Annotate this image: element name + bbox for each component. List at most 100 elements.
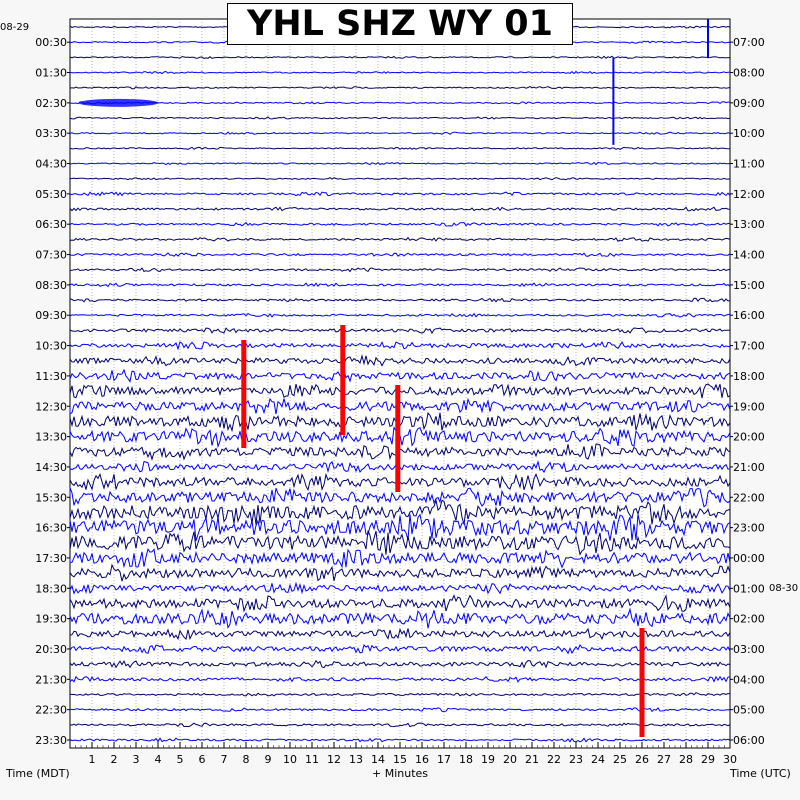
left-time-label: 20:30 [35, 643, 67, 656]
x-tick-label: 20 [503, 753, 517, 766]
left-time-label: 13:30 [35, 431, 67, 444]
trace-line [69, 353, 731, 367]
trace-line [69, 692, 731, 697]
trace-line [69, 530, 731, 556]
date-left: 08-29 [0, 22, 29, 33]
right-time-label: 21:00 [733, 461, 765, 474]
left-time-label: 06:30 [35, 218, 67, 231]
right-time-label: 15:00 [733, 279, 765, 292]
left-time-label: 05:30 [35, 188, 67, 201]
trace-line [69, 707, 731, 713]
x-tick-label: 18 [459, 753, 473, 766]
x-tick-label: 12 [327, 753, 341, 766]
left-time-label: 17:30 [35, 552, 67, 565]
trace-line [69, 513, 731, 541]
trace-line [69, 70, 730, 75]
left-time-label: 08:30 [35, 279, 67, 292]
right-time-label: 22:00 [733, 491, 765, 504]
left-time-label: 09:30 [35, 309, 67, 322]
trace-line [69, 236, 731, 242]
trace-line [69, 327, 731, 335]
trace-line [69, 644, 731, 655]
trace-line [69, 548, 731, 569]
x-tick-label: 14 [371, 753, 385, 766]
x-tick-label: 22 [547, 753, 561, 766]
x-tick-label: 21 [525, 753, 539, 766]
trace-line [69, 498, 731, 525]
right-time-label: 09:00 [733, 97, 765, 110]
right-time-label: 07:00 [733, 36, 765, 49]
trace-line [69, 221, 731, 227]
left-time-label: 18:30 [35, 582, 67, 595]
trace-line [69, 737, 731, 743]
x-tick-label: 26 [635, 753, 649, 766]
right-time-label: 13:00 [733, 218, 765, 231]
trace-line [69, 55, 731, 59]
x-tick-label: 9 [265, 753, 272, 766]
right-time-label: 02:00 [733, 613, 765, 626]
x-tick-label: 15 [393, 753, 407, 766]
left-time-label: 15:30 [35, 491, 67, 504]
station-title: YHL SHZ WY 01 [227, 3, 573, 45]
x-tick-label: 3 [133, 753, 140, 766]
trace-line [69, 267, 731, 273]
trace-line [69, 282, 731, 288]
right-time-label: 17:00 [733, 340, 765, 353]
trace-line [69, 177, 731, 181]
x-tick-label: 7 [221, 753, 228, 766]
trace-line [69, 675, 731, 684]
right-axis-label: Time (UTC) [729, 767, 791, 780]
right-time-label: 20:00 [733, 431, 765, 444]
left-time-label: 12:30 [35, 400, 67, 413]
left-time-label: 11:30 [35, 370, 67, 383]
left-time-label: 23:30 [35, 734, 67, 747]
trace-line [69, 563, 731, 582]
event-burst [78, 98, 159, 107]
x-tick-label: 6 [199, 753, 206, 766]
trace-line [69, 86, 731, 90]
right-time-label: 03:00 [733, 643, 765, 656]
trace-line [69, 131, 731, 135]
trace-line [69, 487, 731, 508]
trace-line [69, 101, 730, 105]
trace-line [69, 312, 731, 318]
left-time-label: 21:30 [35, 673, 67, 686]
right-time-label: 00:00 [733, 552, 765, 565]
x-tick-label: 25 [613, 753, 627, 766]
right-time-label: 11:00 [733, 158, 765, 171]
left-time-label: 02:30 [35, 97, 67, 110]
trace-line [69, 252, 731, 257]
right-time-label: 04:00 [733, 673, 765, 686]
trace-line [69, 191, 731, 197]
x-tick-label: 4 [155, 753, 162, 766]
right-time-label: 18:00 [733, 370, 765, 383]
left-axis-label: Time (MDT) [5, 767, 70, 780]
x-tick-label: 19 [481, 753, 495, 766]
x-tick-label: 13 [349, 753, 363, 766]
axes: 1 2 3 4 5 6 7 8 9 10 11 12 13 14 15 16 17 18 19 20 21 22 23 24 2… [35, 36, 764, 766]
trace-line [69, 659, 731, 669]
left-time-label: 01:30 [35, 67, 67, 80]
trace-line [69, 581, 731, 595]
left-time-label: 16:30 [35, 522, 67, 535]
right-time-label: 16:00 [733, 309, 765, 322]
trace-line [69, 594, 731, 613]
trace-line [69, 206, 731, 212]
trace-line [69, 116, 731, 120]
right-time-label: 23:00 [733, 522, 765, 535]
right-time-label: 14:00 [733, 249, 765, 262]
left-time-label: 03:30 [35, 127, 67, 140]
date-right: 08-30 [769, 583, 798, 594]
x-tick-label: 23 [569, 753, 583, 766]
x-tick-label: 30 [723, 753, 737, 766]
trace-line [69, 368, 731, 383]
left-time-label: 10:30 [35, 340, 67, 353]
x-tick-label: 11 [305, 753, 319, 766]
trace-line [69, 161, 731, 166]
x-tick-label: 16 [415, 753, 429, 766]
left-time-label: 22:30 [35, 704, 67, 717]
x-tick-label: 10 [283, 753, 297, 766]
right-time-label: 12:00 [733, 188, 765, 201]
trace-line [69, 627, 731, 641]
